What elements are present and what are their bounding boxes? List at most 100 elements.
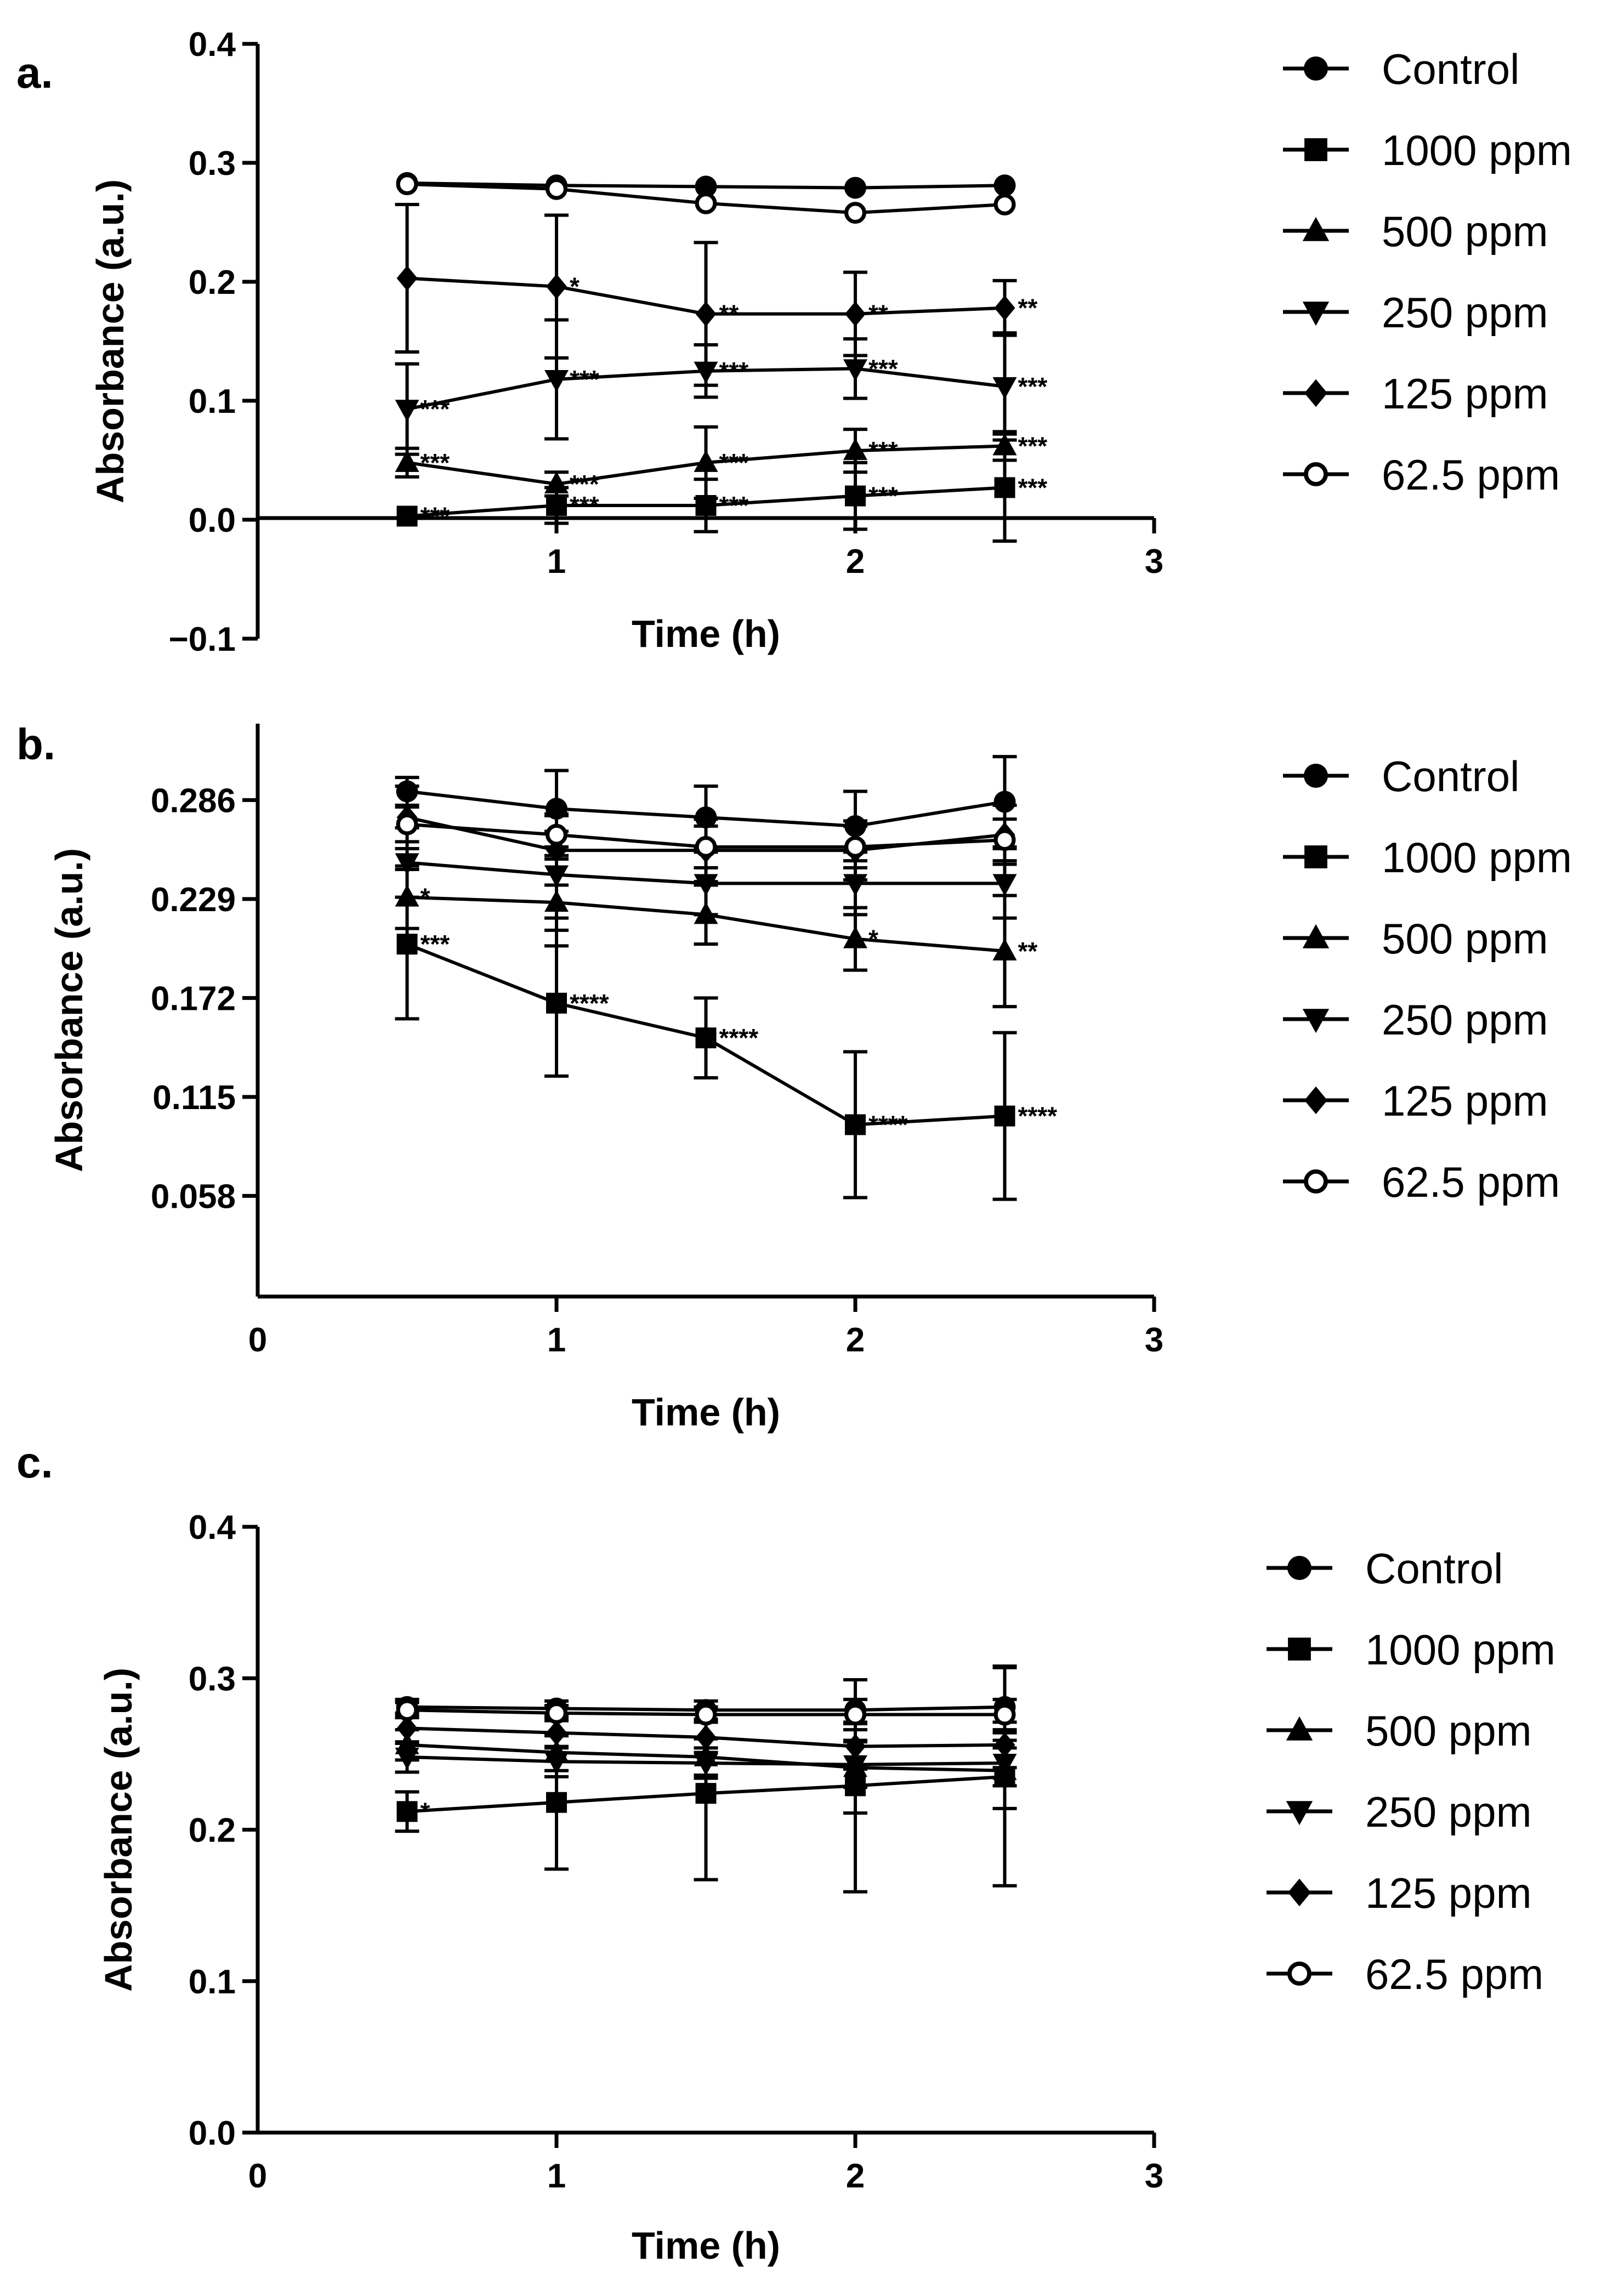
data-point (844, 202, 866, 224)
data-point-shape (396, 934, 418, 955)
data-point (843, 926, 867, 948)
data-point-shape (992, 433, 1017, 456)
data-point (544, 1752, 569, 1775)
significance-label: *** (1018, 431, 1048, 460)
legend-item: 125 ppm (1267, 1869, 1532, 1917)
x-tick-label: 0 (248, 2157, 267, 2195)
legend-marker-shape (1287, 1961, 1311, 1986)
data-point-shape (993, 829, 1016, 851)
data-point (844, 177, 866, 199)
series-62-5-ppm (395, 805, 1017, 869)
legend-item: Control (1267, 1544, 1503, 1593)
y-tick-label: 0.2 (189, 1812, 236, 1850)
legend-label: 500 ppm (1382, 914, 1548, 963)
data-point-shape (695, 175, 717, 198)
significance-label: **** (868, 1111, 908, 1139)
data-point (695, 1703, 717, 1726)
legend-marker (1287, 1961, 1311, 1986)
legend-item: 62.5 ppm (1283, 1158, 1560, 1206)
legend: Control 1000 ppm 500 ppm 250 ppm 125 ppm 62.5… (1283, 752, 1572, 1206)
data-point (395, 400, 419, 422)
data-point-shape (396, 505, 418, 527)
significance-label: * (421, 1797, 430, 1826)
legend-marker-shape (1304, 138, 1327, 161)
data-point-shape (845, 485, 866, 507)
significance-label: *** (868, 482, 898, 510)
data-point (395, 450, 419, 472)
y-axis-title: Absorbance (a.u.) (48, 848, 90, 1172)
data-point (396, 1699, 418, 1721)
significance-label: **** (1018, 1102, 1058, 1130)
legend-label: Control (1365, 1544, 1503, 1593)
legend-marker-shape (1303, 462, 1328, 487)
data-point (695, 1783, 717, 1804)
y-axis-title: Absorbance (a.u.) (89, 179, 132, 503)
data-point (545, 1702, 567, 1724)
legend-marker-shape (1286, 1716, 1313, 1741)
significance-label: ** (719, 300, 739, 328)
series-1000-ppm: *** *** *** *** *** (396, 432, 1047, 543)
data-point-shape (843, 926, 867, 948)
legend-marker (1286, 1716, 1313, 1741)
significance-label: **** (719, 1024, 759, 1052)
legend-marker (1286, 1801, 1313, 1826)
legend-label: 1000 ppm (1382, 126, 1572, 174)
x-tick-label: 1 (547, 543, 566, 581)
data-point (395, 853, 419, 876)
data-point-shape (545, 1702, 567, 1724)
data-point (546, 1720, 567, 1746)
x-tick-label: 2 (846, 1321, 865, 1359)
x-tick-label: 1 (547, 2157, 566, 2195)
legend-marker-shape (1288, 1878, 1311, 1907)
data-point-shape (993, 791, 1016, 813)
data-point-shape (845, 301, 866, 327)
legend-marker (1302, 1009, 1330, 1033)
data-point-shape (544, 471, 569, 493)
data-point-shape (546, 1720, 567, 1746)
data-point (844, 835, 866, 858)
legend-marker (1304, 1086, 1327, 1115)
legend-item: Control (1283, 45, 1519, 93)
data-point (845, 301, 866, 327)
y-tick-label: 0.1 (189, 1963, 236, 2001)
data-point (694, 874, 718, 896)
x-tick-label: 3 (1145, 543, 1163, 581)
panel-label: a. (16, 48, 53, 97)
legend-marker (1304, 379, 1327, 407)
y-tick-label: 0.058 (151, 1178, 236, 1215)
significance-label: * (421, 883, 430, 912)
data-point (845, 1114, 866, 1135)
series-125-ppm: *** ** ** (395, 202, 1037, 387)
legend-label: 125 ppm (1382, 370, 1548, 418)
x-axis-title: Time (h) (632, 1391, 780, 1434)
legend-marker-shape (1304, 1086, 1327, 1115)
data-point-shape (843, 438, 867, 461)
data-point (845, 485, 866, 507)
panel-label: b. (16, 720, 55, 769)
data-point-shape (993, 193, 1016, 215)
data-point-shape (993, 174, 1016, 197)
data-point (994, 295, 1015, 321)
data-point (993, 1703, 1016, 1726)
significance-label: *** (570, 470, 599, 498)
data-point-shape (694, 450, 718, 472)
data-point (695, 1027, 717, 1049)
significance-label: *** (719, 491, 749, 520)
legend: Control 1000 ppm 500 ppm 250 ppm 125 ppm 62.5… (1267, 1544, 1555, 1998)
legend-marker (1303, 462, 1328, 487)
series-62-5-ppm (396, 173, 1016, 224)
y-tick-label: 0.229 (151, 881, 236, 919)
x-tick-label: 3 (1145, 2157, 1163, 2195)
y-tick-label: −0.1 (169, 621, 236, 658)
data-point-shape (694, 1753, 718, 1776)
data-point-shape (994, 477, 1015, 498)
data-point (695, 175, 717, 198)
legend-item: 1000 ppm (1283, 833, 1572, 882)
data-point (396, 1715, 418, 1741)
legend-label: 250 ppm (1365, 1788, 1532, 1836)
y-tick-label: 0.0 (189, 502, 236, 539)
panel-b: b. 0.058 0.115 0.172 0.229 0.286 0 1 2 3 Time (h) A… (16, 720, 1572, 1434)
legend-marker (1304, 845, 1327, 868)
data-point-shape (992, 938, 1017, 960)
